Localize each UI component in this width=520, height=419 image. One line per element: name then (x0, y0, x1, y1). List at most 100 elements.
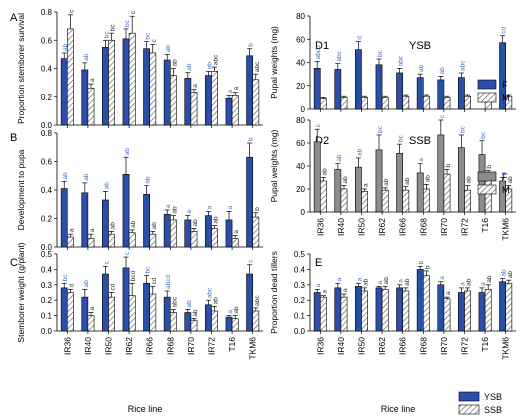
legend-ssb-label: SSB (484, 405, 502, 415)
significance-letter: d (356, 36, 363, 40)
y-tick-label: 0.8 (41, 8, 53, 17)
bar (67, 292, 74, 332)
bar (381, 189, 389, 213)
bar (102, 47, 109, 126)
significance-letter: cd (110, 283, 117, 290)
significance-letter: ab (233, 306, 240, 314)
x-tick-label: IR70 (439, 337, 449, 355)
bar (499, 281, 506, 332)
y-tick-label: 0.5 (294, 250, 306, 259)
bar (225, 97, 233, 126)
bar (443, 298, 451, 332)
bar (190, 92, 198, 126)
bar (87, 238, 95, 248)
legend-swatch (477, 92, 497, 103)
bar (246, 273, 254, 332)
x-tick-label: TKM6 (501, 218, 511, 241)
panel-label: D1 (315, 40, 329, 52)
significance-letter: ab (383, 277, 390, 285)
significance-letter: ab (171, 206, 178, 214)
y-tick-label: 40 (296, 162, 305, 171)
bar (396, 72, 403, 110)
significance-letter: a (459, 282, 466, 286)
x-tick-label: IR36 (315, 218, 325, 236)
y-tick-label: 0.2 (41, 296, 53, 305)
bar (361, 97, 368, 110)
y-tick-label: 0.0 (41, 121, 53, 130)
significance-letter: a (480, 282, 487, 286)
legend-swatch (477, 171, 497, 182)
bar (396, 287, 403, 332)
bar (128, 32, 136, 126)
panel-label: C (10, 257, 18, 269)
significance-letter: b (248, 137, 255, 141)
y-tick-label: 0 (301, 105, 306, 114)
significance-letter: abc (398, 55, 405, 66)
significance-letter: bc (459, 125, 466, 133)
significance-letter: a (227, 310, 234, 314)
significance-letter: ab (486, 275, 493, 283)
significance-letter: ab (363, 278, 370, 286)
significance-letter: abc (171, 296, 178, 307)
significance-letter: b (424, 265, 431, 269)
x-axis-label-left: Rice line (128, 404, 163, 414)
bar (225, 316, 233, 332)
bar (340, 188, 348, 213)
bar (252, 310, 260, 332)
bar (67, 236, 74, 248)
x-tick-label: IR70 (186, 337, 196, 355)
bar (422, 275, 430, 332)
significance-letter: b (254, 207, 261, 211)
significance-letter: abc (254, 61, 261, 72)
bar (340, 97, 348, 110)
significance-letter: c (439, 114, 446, 118)
bar (355, 166, 362, 213)
significance-letter: ab (439, 67, 446, 75)
significance-letter: ab (424, 175, 431, 183)
bar (108, 296, 115, 332)
bar (60, 188, 68, 248)
significance-letter: ab (171, 59, 178, 67)
significance-letter: c (68, 9, 75, 13)
significance-letter: ab (383, 178, 390, 186)
bar (478, 154, 486, 213)
bar (402, 290, 410, 332)
bar (81, 69, 89, 126)
x-tick-label: IR62 (377, 337, 387, 355)
bar (67, 28, 74, 126)
significance-letter: c (103, 260, 110, 264)
significance-letter: abcd (165, 274, 172, 288)
bar (128, 295, 136, 332)
bar (458, 77, 465, 110)
bar (205, 215, 212, 248)
bar (396, 153, 403, 213)
y-axis-label: Proportion stemborer survival (16, 13, 26, 124)
bar (375, 287, 383, 332)
legend-label: M (502, 185, 510, 195)
y-tick-label: 20 (296, 82, 305, 91)
bar (355, 49, 362, 110)
significance-letter: a (89, 78, 96, 82)
significance-letter: ab (213, 216, 220, 224)
bar (205, 304, 212, 332)
y-tick-label: 0.6 (41, 36, 53, 45)
y-tick-label: 0.2 (294, 296, 306, 305)
significance-letter: a (227, 205, 234, 209)
significance-letter: a (356, 277, 363, 281)
x-tick-label: IR70 (439, 218, 449, 236)
significance-letter: d (68, 283, 75, 287)
significance-letter: b (248, 43, 255, 47)
legend-ysb-label: YSB (484, 392, 502, 402)
bar (416, 269, 424, 332)
significance-letter: bc (480, 131, 487, 139)
significance-letter: a (233, 87, 240, 91)
significance-letter: a (342, 288, 349, 292)
x-tick-label: IR62 (377, 218, 387, 236)
significance-letter: a (377, 280, 384, 284)
bar (478, 292, 486, 332)
x-tick-label: IR36 (62, 337, 72, 355)
bar (211, 71, 218, 126)
significance-letter: a (165, 204, 172, 208)
